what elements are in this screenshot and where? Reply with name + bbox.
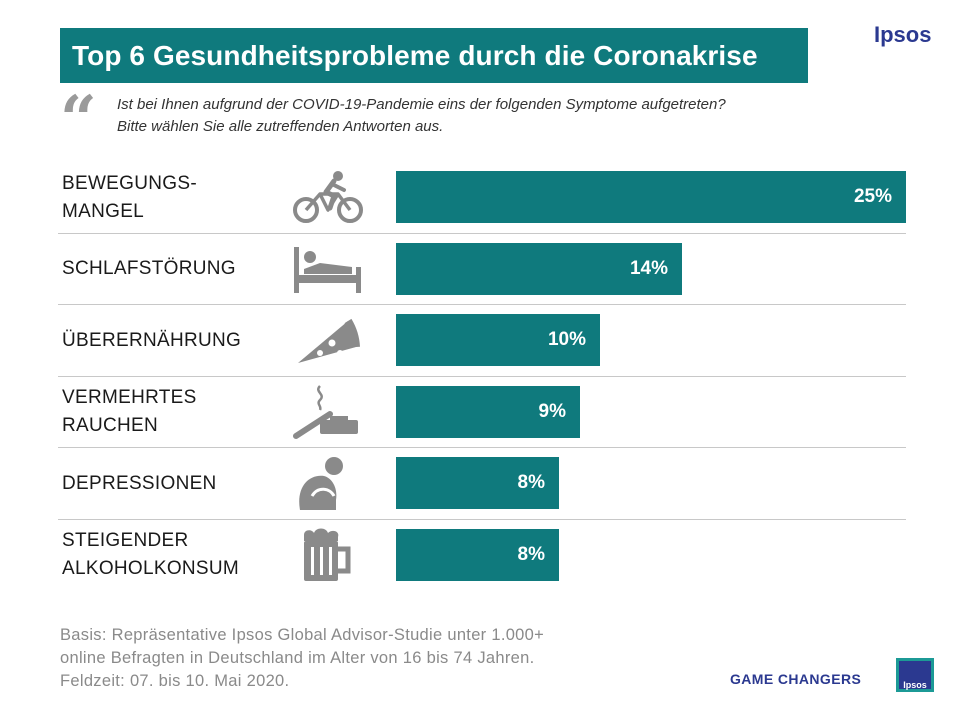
bed-icon: [290, 241, 366, 297]
bicycle-icon: [290, 170, 366, 226]
bar-value-label: 9%: [538, 400, 566, 422]
chart-row: DEPRESSIONEN 8%: [58, 448, 906, 520]
chart-row: BEWEGUNGS- MANGEL 25%: [58, 162, 906, 234]
quote-icon: “: [60, 82, 97, 157]
basis-line-2: online Befragten in Deutschland im Alter…: [60, 649, 535, 667]
bar: 14%: [396, 242, 682, 295]
row-divider: [58, 232, 906, 234]
chart-row: STEIGENDER ALKOHOLKONSUM 8%: [58, 520, 906, 592]
cigarette-icon: [290, 384, 366, 440]
bar: 9%: [396, 385, 580, 438]
bar-track: 9%: [396, 385, 906, 438]
bar: 8%: [396, 528, 559, 581]
bar-track: 8%: [396, 528, 906, 581]
bar: 8%: [396, 457, 559, 509]
bar-track: 8%: [396, 457, 906, 509]
bar-track: 25%: [396, 171, 906, 223]
game-changers-tagline: GAME CHANGERS: [730, 671, 862, 687]
category-label: BEWEGUNGS- MANGEL: [62, 170, 197, 226]
survey-question: Ist bei Ihnen aufgrund der COVID-19-Pand…: [117, 94, 726, 138]
question-line-2: Bitte wählen Sie alle zutreffenden Antwo…: [117, 118, 444, 135]
category-label: STEIGENDER ALKOHOLKONSUM: [62, 527, 239, 583]
category-label-line: VERMEHRTES: [62, 387, 197, 409]
category-label-line: DEPRESSIONEN: [62, 472, 217, 494]
ipsos-brand: Ipsos: [874, 22, 932, 47]
bar-chart: BEWEGUNGS- MANGEL 25% SCHLAFSTÖRUNG 14% ÜBERE…: [58, 162, 906, 591]
basis-footnote: Basis: Repräsentative Ipsos Global Advis…: [60, 624, 544, 693]
ipsos-logo: Ipsos: [896, 658, 934, 692]
category-label-line: RAUCHEN: [62, 415, 159, 437]
question-line-1: Ist bei Ihnen aufgrund der COVID-19-Pand…: [117, 96, 726, 113]
bar-value-label: 10%: [547, 329, 586, 350]
bar-value-label: 14%: [629, 257, 668, 279]
chart-row: SCHLAFSTÖRUNG 14%: [58, 234, 906, 305]
chart-row: ÜBERERNÄHRUNG 10%: [58, 305, 906, 377]
category-label-line: ÜBERERNÄHRUNG: [62, 329, 242, 351]
depressed-person-icon: [290, 456, 366, 512]
category-label-line: STEIGENDER: [62, 530, 189, 552]
bar: 10%: [396, 314, 600, 366]
ipsos-logo-text: Ipsos: [903, 680, 927, 690]
chart-title-text: Top 6 Gesundheitsprobleme durch die Coro…: [72, 39, 758, 71]
category-label: DEPRESSIONEN: [62, 470, 217, 498]
bar-track: 14%: [396, 242, 906, 295]
category-label-line: BEWEGUNGS-: [62, 172, 197, 194]
ipsos-logo-inner: [899, 661, 931, 689]
pizza-icon: [290, 313, 366, 369]
category-label-line: ALKOHOLKONSUM: [62, 558, 240, 580]
row-divider: [58, 375, 906, 377]
beer-mug-icon: [290, 527, 366, 583]
bar-value-label: 8%: [517, 472, 545, 493]
category-label: SCHLAFSTÖRUNG: [62, 255, 236, 283]
chart-row: VERMEHRTES RAUCHEN 9%: [58, 377, 906, 448]
category-label: VERMEHRTES RAUCHEN: [62, 384, 197, 440]
bar: 25%: [396, 171, 906, 223]
bar-value-label: 25%: [853, 186, 892, 207]
bar-track: 10%: [396, 314, 906, 366]
bar-value-label: 8%: [517, 543, 545, 565]
basis-line-1: Basis: Repräsentative Ipsos Global Advis…: [60, 626, 545, 644]
basis-line-3: Feldzeit: 07. bis 10. Mai 2020.: [60, 672, 290, 690]
category-label: ÜBERERNÄHRUNG: [62, 327, 241, 355]
chart-title: Top 6 Gesundheitsprobleme durch die Coro…: [60, 28, 808, 83]
row-divider: [58, 304, 906, 305]
row-divider: [58, 447, 906, 448]
category-label-line: MANGEL: [62, 200, 145, 222]
row-divider: [58, 518, 906, 520]
category-label-line: SCHLAFSTÖRUNG: [62, 258, 236, 280]
